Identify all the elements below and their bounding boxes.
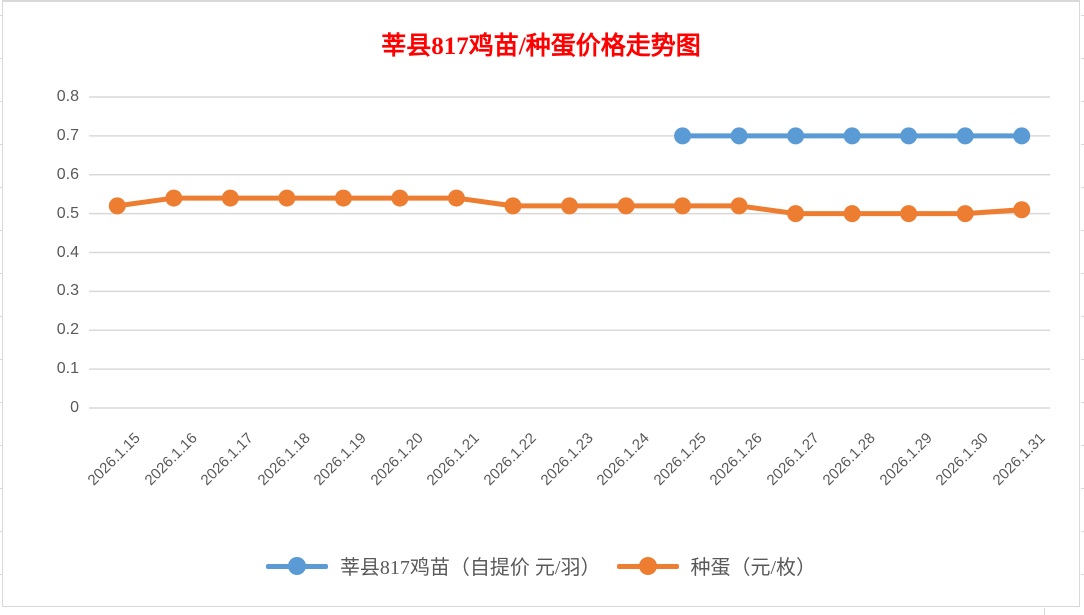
data-point-marker xyxy=(843,205,861,223)
y-axis-label: 0.7 xyxy=(56,126,79,144)
plot-area xyxy=(89,96,1050,409)
y-axis-label: 0 xyxy=(70,399,79,416)
y-axis-label: 0.2 xyxy=(56,321,79,339)
data-point-marker xyxy=(617,197,635,215)
data-point-marker xyxy=(956,205,974,223)
legend-label-egg-price: 种蛋（元/枚） xyxy=(690,557,817,579)
y-axis-label: 0.6 xyxy=(56,165,79,183)
data-point-marker xyxy=(391,189,409,207)
data-point-marker xyxy=(787,205,805,223)
data-point-marker xyxy=(843,127,861,145)
y-axis-label: 0.1 xyxy=(56,360,79,378)
data-point-marker xyxy=(504,197,522,215)
sheet-gridline-stub-right xyxy=(1081,0,1084,615)
data-point-marker xyxy=(900,205,918,223)
legend: 莘县817鸡苗（自提价 元/羽） 种蛋（元/枚） xyxy=(3,551,1079,580)
data-point-marker xyxy=(278,189,296,207)
legend-item-chick-price[interactable]: 莘县817鸡苗（自提价 元/羽） xyxy=(265,551,601,580)
y-axis-label: 0.5 xyxy=(56,204,79,222)
legend-item-egg-price[interactable]: 种蛋（元/枚） xyxy=(616,551,817,580)
data-point-marker xyxy=(730,127,748,145)
legend-marker-blue xyxy=(265,556,328,575)
y-axis-label: 0.8 xyxy=(56,88,79,105)
legend-marker-orange xyxy=(616,556,679,575)
sheet-column-stub-bottom xyxy=(1044,608,1045,615)
data-point-marker xyxy=(1013,127,1031,145)
chart-title: 莘县817鸡苗/种蛋价格走势图 xyxy=(381,33,701,60)
y-axis-label: 0.4 xyxy=(56,243,79,261)
legend-label-chick-price: 莘县817鸡苗（自提价 元/羽） xyxy=(339,557,601,579)
data-point-marker xyxy=(561,197,578,215)
data-point-marker xyxy=(674,197,692,215)
data-point-marker xyxy=(1013,201,1031,219)
data-point-marker xyxy=(674,127,692,145)
data-point-marker xyxy=(730,197,748,215)
data-point-marker xyxy=(956,127,974,145)
data-point-marker xyxy=(334,189,352,207)
data-point-marker xyxy=(447,189,465,207)
data-point-marker xyxy=(787,127,805,145)
y-axis-label: 0.3 xyxy=(56,282,79,300)
data-point-marker xyxy=(165,189,183,207)
data-point-marker xyxy=(900,127,918,145)
data-point-marker xyxy=(108,197,126,215)
sheet-gridline-stub-left xyxy=(0,0,2,615)
data-point-marker xyxy=(221,189,239,207)
